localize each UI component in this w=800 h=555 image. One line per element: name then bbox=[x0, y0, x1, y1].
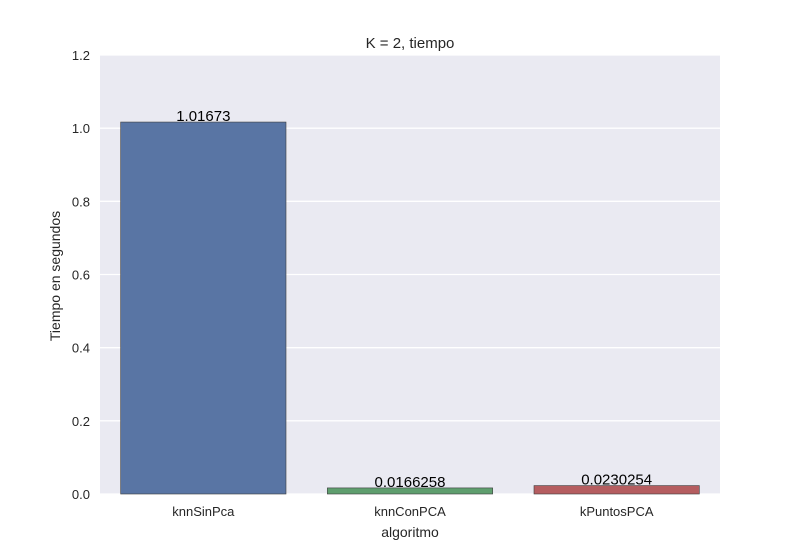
bar-knnConPCA bbox=[327, 487, 493, 495]
y-tick-label: 0.2 bbox=[72, 414, 90, 429]
bar-kPuntosPCA bbox=[533, 485, 700, 495]
y-axis-ticks: 0.0 0.2 0.4 0.6 0.8 1.0 1.2 bbox=[72, 48, 90, 502]
x-tick-label: kPuntosPCA bbox=[580, 504, 654, 519]
y-tick-label: 0.6 bbox=[72, 268, 90, 283]
data-label: 1.01673 bbox=[176, 108, 230, 125]
y-tick-label: 1.0 bbox=[72, 121, 90, 136]
y-tick-label: 0.0 bbox=[72, 487, 90, 502]
y-tick-label: 1.2 bbox=[72, 48, 90, 63]
y-axis-label: Tiempo en segundos bbox=[47, 211, 63, 341]
bar-knnSinPca bbox=[120, 121, 287, 495]
y-tick-label: 0.8 bbox=[72, 194, 90, 209]
x-tick-label: knnSinPca bbox=[172, 504, 235, 519]
data-label: 0.0166258 bbox=[375, 474, 446, 491]
x-axis-label: algoritmo bbox=[381, 524, 439, 540]
data-labels: 1.01673 0.0166258 0.0230254 bbox=[176, 108, 652, 491]
data-label: 0.0230254 bbox=[581, 472, 652, 489]
chart-title: K = 2, tiempo bbox=[366, 35, 455, 52]
x-axis-ticks: knnSinPca knnConPCA kPuntosPCA bbox=[172, 504, 654, 519]
x-tick-label: knnConPCA bbox=[374, 504, 446, 519]
bars bbox=[120, 121, 700, 495]
y-tick-label: 0.4 bbox=[72, 341, 90, 356]
